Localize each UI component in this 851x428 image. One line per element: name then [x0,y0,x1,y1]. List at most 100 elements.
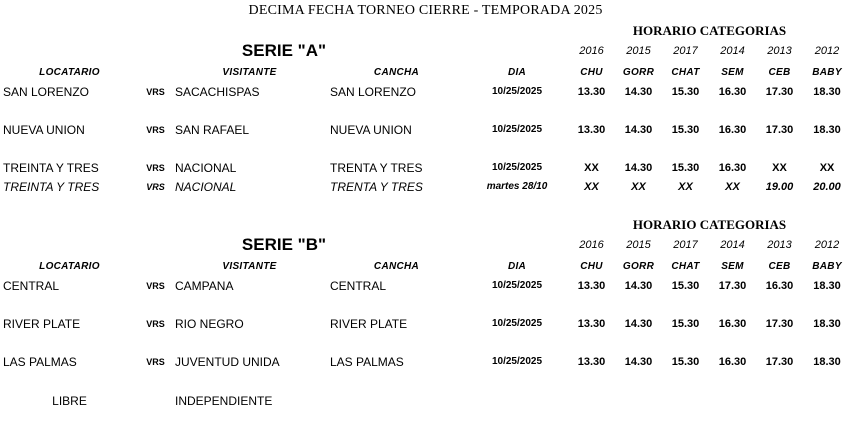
horario-row: HORARIO CATEGORIAS [0,215,851,234]
spacer-cell [172,139,327,158]
spacer-cell [756,139,803,158]
cell-time-ceb: 19.00 [765,180,794,193]
spacer-cell [568,295,615,314]
cell-dia: 10/25/2025 [491,162,543,173]
spacer-cell [568,139,615,158]
spacer-cell [615,371,662,390]
cell-dia: 10/25/2025 [491,356,543,367]
cell-locatario: TREINTA Y TRES [3,179,100,194]
spacer-cell [709,371,756,390]
header-cancha: CANCHA [373,260,420,272]
cell-time-chat: 15.30 [671,317,700,330]
category-year-2016: 2016 [579,45,604,57]
cell-libre-blank [466,390,568,411]
match-row: CENTRAL VRS CAMPANA CENTRAL 10/25/2025 13.30 1… [0,276,851,295]
cell-libre-blank [756,390,803,411]
spacer-cell [662,295,709,314]
cell-cancha: TRENTA Y TRES [330,179,423,194]
cell-visitante: JUVENTUD UNIDA [175,354,280,369]
cell-vrs: VRS [146,181,165,192]
spacer-cell [756,333,803,352]
spacer-cell [466,101,568,120]
cell-vrs: VRS [146,124,165,135]
cell-time-chu: 13.30 [577,85,606,98]
serie-title-2: SERIE "B" [241,235,327,254]
spacer-cell [803,295,851,314]
cell-locatario: NUEVA UNION [3,122,85,137]
cell-time-gorr: 14.30 [624,123,653,136]
cell-time-gorr: 14.30 [624,85,653,98]
match-row: TREINTA Y TRES VRS NACIONAL TRENTA Y TRES 10… [0,158,851,177]
column-header-row: LOCATARIO VISITANTE CANCHA DIA CHU GORR CHAT SE… [0,256,851,276]
spacer-cell [568,196,615,215]
cell-dia: martes 28/10 [486,181,548,192]
spacer-cell [568,333,615,352]
header-category-gorr: GORR [622,66,655,78]
category-year-2015: 2015 [626,239,651,251]
match-row: RIVER PLATE VRS RIO NEGRO RIVER PLATE 10/25/… [0,314,851,333]
cell-time-chu: 13.30 [577,123,606,136]
header-cancha: CANCHA [373,66,420,78]
spacer-cell [0,196,139,215]
spacer-cell [327,333,466,352]
spacer-cell [803,101,851,120]
cell-time-ceb: 17.30 [765,85,794,98]
spacer-cell [327,295,466,314]
category-year-2015: 2015 [626,45,651,57]
cell-time-gorr: 14.30 [624,355,653,368]
spacer-cell [709,333,756,352]
category-year-2013: 2013 [767,45,792,57]
spacer-cell [662,371,709,390]
category-year-2016: 2016 [579,239,604,251]
cell-vrs: VRS [146,318,165,329]
spacer-cell [139,101,172,120]
cell-time-sem: XX [725,180,740,193]
cell-time-chu: 13.30 [577,317,606,330]
category-year-2012: 2012 [814,45,840,57]
spacer-cell [568,371,615,390]
bye-row: LIBRE INDEPENDIENTE [0,390,851,411]
header-category-ceb: CEB [768,66,791,78]
cell-cancha: NUEVA UNION [330,122,412,137]
spacer-row [0,101,851,120]
cell-libre-blank [803,390,851,411]
header-category-chat: CHAT [671,260,700,272]
cell-time-ceb: 17.30 [765,355,794,368]
spacer-cell [709,295,756,314]
cell-time-baby: 20.00 [813,180,841,193]
cell-time-chat: XX [678,180,693,193]
spacer-cell [327,139,466,158]
spacer-cell [466,295,568,314]
cell-cancha: SAN LORENZO [330,84,417,99]
cell-libre-blank [709,390,756,411]
cell-locatario: RIVER PLATE [3,316,81,331]
cell-time-chu: 13.30 [577,279,606,292]
header-category-gorr: GORR [622,260,655,272]
cell-dia: 10/25/2025 [491,280,543,291]
serie-row: SERIE "A" 2016 2015 2017 2014 2013 2012 [0,40,851,62]
spacer-cell [662,101,709,120]
spacer-cell [327,371,466,390]
header-vrs [139,62,172,82]
cell-libre-label: LIBRE [52,393,87,408]
cell-cancha: TRENTA Y TRES [330,160,423,175]
horario-row: HORARIO CATEGORIAS [0,21,851,40]
cell-cancha: RIVER PLATE [330,316,408,331]
cell-locatario: SAN LORENZO [3,84,90,99]
spacer-cell [756,371,803,390]
cell-time-chat: 15.30 [671,85,700,98]
cell-libre-blank [327,390,466,411]
spacer-row [0,295,851,314]
spacer-cell [709,196,756,215]
spacer-cell [803,371,851,390]
spacer-row [0,371,851,390]
cell-time-chat: 15.30 [671,161,700,174]
cell-visitante: NACIONAL [175,179,237,194]
spacer-cell [803,333,851,352]
cell-time-baby: 18.30 [813,123,841,136]
cell-visitante: RIO NEGRO [175,316,244,331]
cell-dia: 10/25/2025 [491,124,543,135]
spacer-cell [756,295,803,314]
cell-time-gorr: 14.30 [624,317,653,330]
horario-categorias-header: HORARIO CATEGORIAS [632,216,787,232]
